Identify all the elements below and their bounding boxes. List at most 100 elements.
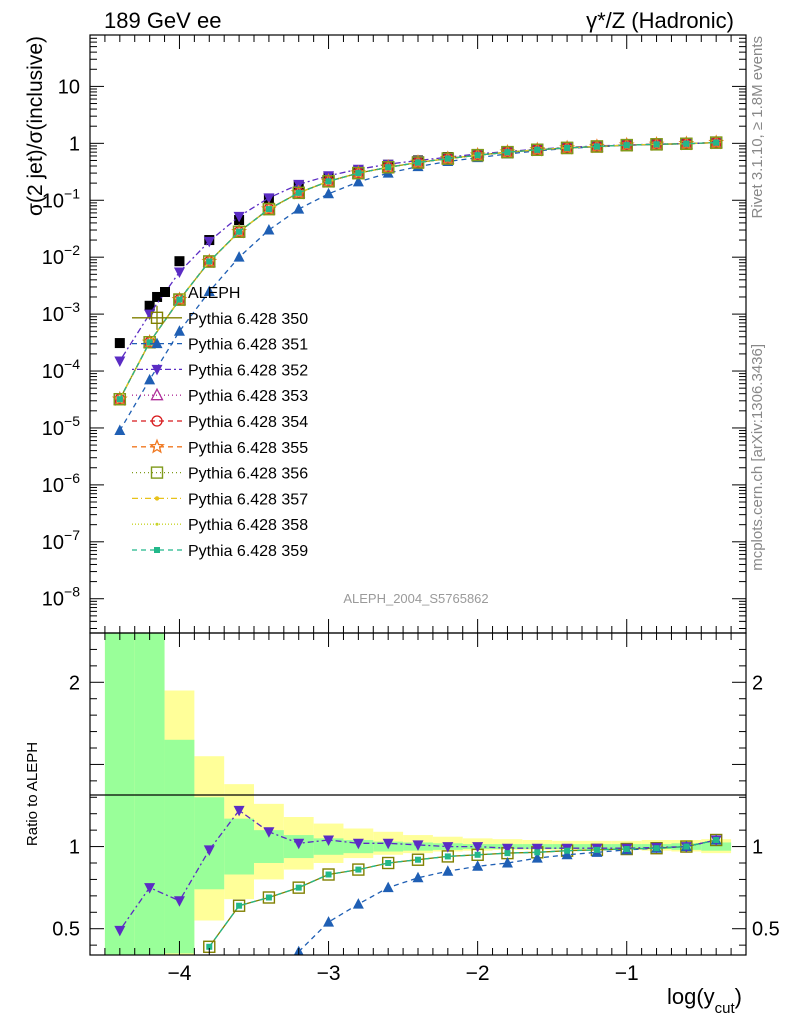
line-pythia-6-428-352: [119, 141, 717, 362]
point-pythia-6-428-356: [173, 293, 186, 306]
band-green-bin: [164, 739, 195, 954]
legend-label: Pythia 6.428 352: [188, 362, 308, 379]
ratio-point-pythia-6-428-359: [385, 860, 392, 866]
point-pythia-6-428-356: [411, 156, 425, 169]
legend-marker: [151, 415, 163, 427]
point-pythia-6-428-356: [352, 166, 365, 180]
ratio-point-pythia-6-428-351: [382, 881, 394, 893]
ratio-point-pythia-6-428-352: [501, 843, 513, 855]
legend-entry: Pythia 6.428 358: [132, 517, 308, 534]
point-pythia-6-428-359: [236, 228, 243, 235]
point-pythia-6-428-359: [474, 152, 481, 159]
point-pythia-6-428-359: [444, 155, 451, 162]
point-pythia-6-428-356: [262, 202, 276, 216]
point-pythia-6-428-356: [113, 392, 127, 406]
legend-marker: [151, 364, 163, 376]
legend: ALEPH Pythia 6.428 350 Pythia 6.428 351 Pyt…: [132, 285, 308, 560]
point-pythia-6-428-351: [263, 224, 275, 235]
point-pythia-6-428-359: [265, 206, 272, 213]
line-pythia-6-428-353: [119, 141, 717, 400]
legend-label: Pythia 6.428 356: [188, 466, 308, 483]
point-pythia-6-428-359: [295, 189, 302, 196]
band-green-bin: [194, 797, 225, 890]
ratio-point-pythia-6-428-359: [236, 902, 243, 909]
ratio-point-pythia-6-428-352: [203, 845, 215, 856]
x-tick-label: −4: [167, 962, 191, 985]
ratio-point-pythia-6-428-352: [442, 842, 454, 853]
ratio-point-pythia-6-428-352: [472, 842, 484, 853]
band-green-bin: [313, 838, 344, 855]
ratio-point-pythia-6-428-350: [352, 863, 365, 876]
point-pythia-6-428-356: [203, 255, 216, 268]
y-tick-label-top: 10−6: [42, 470, 80, 497]
ratio-point-pythia-6-428-350: [232, 899, 246, 912]
point-pythia-6-428-359: [146, 339, 153, 346]
ratio-point-pythia-6-428-359: [653, 845, 660, 852]
point-pythia-6-428-351: [144, 373, 156, 385]
point-pythia-6-428-359: [713, 139, 720, 146]
point-pythia-6-428-351: [293, 203, 305, 214]
ratio-line-pythia-6-428-359: [208, 839, 717, 948]
ratio-point-pythia-6-428-351: [501, 857, 513, 868]
ratio-point-pythia-6-428-351: [412, 871, 424, 883]
legend-marker: [150, 466, 164, 479]
ratio-point-pythia-6-428-351: [531, 852, 543, 863]
point-pythia-6-428-359: [504, 149, 511, 156]
x-axis-title: log(ycut): [667, 984, 742, 1017]
header-left: 189 GeV ee: [104, 8, 221, 33]
line-pythia-6-428-356: [119, 141, 717, 400]
point-aleph: [152, 291, 163, 302]
point-pythia-6-428-359: [623, 142, 630, 149]
band-green-bin: [701, 842, 732, 851]
point-pythia-6-428-356: [322, 175, 335, 188]
legend-label: Pythia 6.428 357: [188, 491, 308, 508]
point-pythia-6-428-359: [683, 140, 690, 147]
point-pythia-6-428-351: [323, 187, 335, 199]
y-tick-label-top: 10−5: [42, 413, 80, 440]
legend-label: Pythia 6.428 353: [188, 388, 308, 405]
ratio-point-pythia-6-428-359: [206, 943, 213, 950]
analysis-watermark: ALEPH_2004_S5765862: [343, 591, 488, 606]
y-tick-label-top: 10−2: [42, 242, 80, 269]
point-pythia-6-428-359: [116, 396, 123, 403]
uncertainty-bands: [104, 633, 732, 955]
mcplots-label: mcplots.cern.ch [arXiv:1306.3436]: [749, 344, 766, 571]
line-pythia-6-428-358: [119, 141, 717, 400]
ratio-point-pythia-6-428-359: [265, 894, 272, 901]
legend-entry: Pythia 6.428 352: [132, 362, 308, 379]
y-tick-label-top: 10−4: [42, 356, 80, 383]
ratio-point-pythia-6-428-352: [293, 838, 305, 850]
band-green-bin: [224, 818, 254, 875]
ratio-point-pythia-6-428-359: [295, 884, 302, 891]
legend-marker: [150, 311, 164, 324]
legend-entry: Pythia 6.428 357: [132, 491, 308, 508]
x-tick-label: −1: [615, 962, 639, 985]
legend-label: Pythia 6.428 350: [188, 311, 308, 328]
point-pythia-6-428-359: [206, 258, 213, 265]
line-pythia-6-428-357: [119, 141, 717, 400]
legend-entry: Pythia 6.428 354: [132, 414, 308, 431]
band-green-bin: [104, 633, 135, 955]
legend-marker: [155, 522, 159, 526]
legend-label: Pythia 6.428 351: [188, 337, 308, 354]
legend-label: ALEPH: [188, 285, 240, 302]
ratio-point-pythia-6-428-351: [472, 860, 484, 871]
ratio-point-pythia-6-428-359: [593, 846, 600, 853]
line-pythia-6-428-350: [119, 141, 717, 400]
point-pythia-6-428-351: [173, 325, 185, 336]
y-tick-label-ratio-left: 0.5: [52, 919, 80, 941]
point-pythia-6-428-351: [233, 251, 245, 262]
point-aleph: [144, 300, 155, 311]
point-pythia-6-428-359: [325, 178, 332, 185]
ratio-point-pythia-6-428-359: [564, 847, 571, 854]
ratio-point-pythia-6-428-359: [623, 846, 630, 853]
y-tick-label-top: 10−8: [42, 584, 80, 611]
point-aleph: [114, 338, 125, 349]
x-tick-label: −3: [317, 962, 341, 985]
line-pythia-6-428-355: [119, 141, 717, 400]
ratio-point-pythia-6-428-359: [504, 850, 511, 857]
ratio-point-pythia-6-428-351: [352, 898, 364, 909]
header-right: γ*/Z (Hadronic): [586, 8, 734, 33]
y-tick-label-top: 10−7: [42, 527, 80, 554]
legend-marker: [150, 387, 164, 401]
